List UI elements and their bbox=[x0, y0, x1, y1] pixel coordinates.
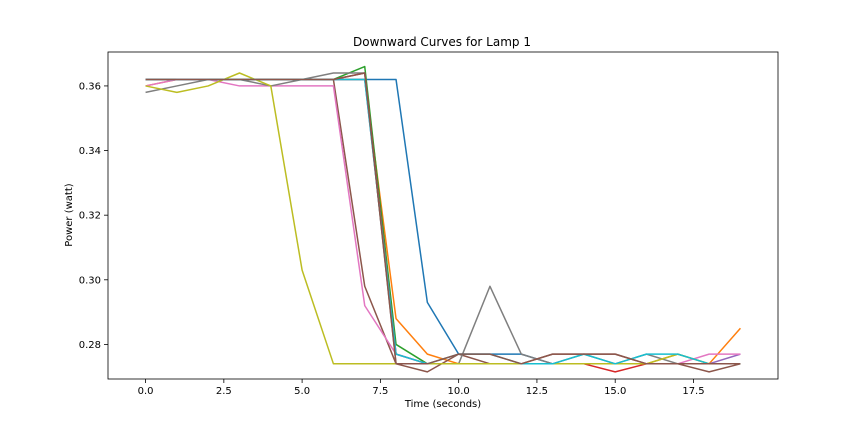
series-line-11 bbox=[145, 72, 741, 365]
series-line-9 bbox=[145, 72, 741, 365]
chart-title: Downward Curves for Lamp 1 bbox=[353, 35, 531, 49]
axes-layer: 0.0 2.5 5.0 7.5 10.0 12.5 15.0 17.5 0.28 0.30 0.32… bbox=[79, 81, 705, 397]
plot-frame bbox=[107, 51, 779, 380]
y-tick-label: 0.32 bbox=[79, 211, 101, 222]
y-tick-label: 0.30 bbox=[79, 275, 101, 286]
x-tick-label: 12.5 bbox=[526, 386, 548, 397]
x-tick-label: 17.5 bbox=[682, 386, 704, 397]
x-tick-label: 0.0 bbox=[138, 386, 154, 397]
y-tick-label: 0.28 bbox=[79, 340, 101, 351]
x-tick-label: 15.0 bbox=[604, 386, 626, 397]
y-axis-label: Power (watt) bbox=[64, 183, 75, 246]
x-tick-label: 7.5 bbox=[372, 386, 388, 397]
series-layer bbox=[145, 65, 741, 373]
x-tick-label: 5.0 bbox=[294, 386, 310, 397]
y-tick-label: 0.36 bbox=[79, 81, 101, 92]
x-tick-label: 10.0 bbox=[448, 386, 470, 397]
y-tick-label: 0.34 bbox=[79, 146, 101, 157]
x-tick-label: 2.5 bbox=[216, 386, 232, 397]
x-axis-label: Time (seconds) bbox=[404, 399, 481, 410]
